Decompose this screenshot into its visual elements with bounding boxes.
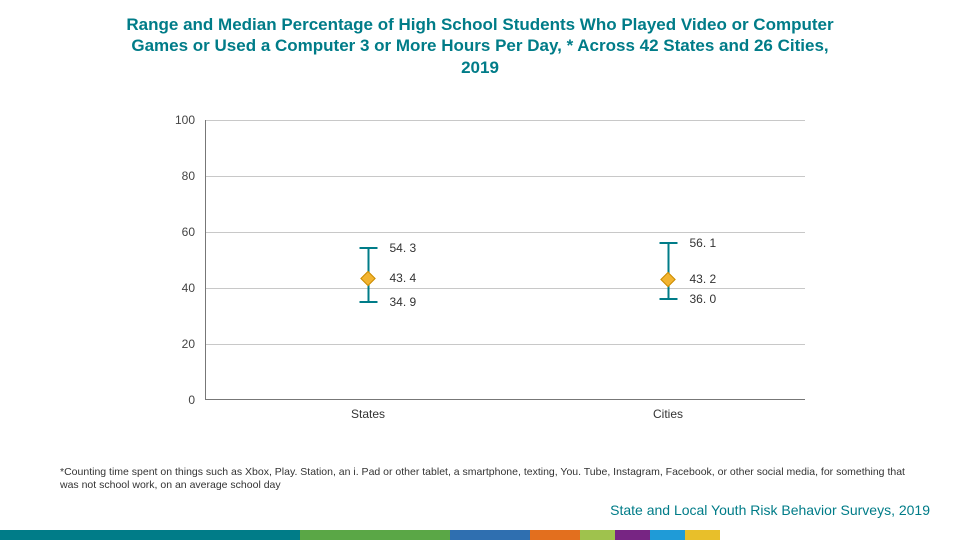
whisker-cap-low [359, 301, 377, 303]
whisker-cap-high [659, 242, 677, 244]
x-category-label: Cities [653, 407, 683, 421]
footer-segment [615, 530, 650, 540]
footer-segment [300, 530, 450, 540]
high-label: 56. 1 [690, 236, 717, 250]
x-category-label: States [351, 407, 385, 421]
chart-title: Range and Median Percentage of High Scho… [0, 14, 960, 78]
median-label: 43. 2 [690, 272, 717, 286]
y-tick-label: 80 [155, 169, 195, 183]
median-label: 43. 4 [390, 271, 417, 285]
footer-segment [450, 530, 530, 540]
plot-region: 54. 343. 434. 9States56. 143. 236. 0Citi… [205, 120, 805, 400]
whisker-cap-high [359, 247, 377, 249]
y-tick-label: 40 [155, 281, 195, 295]
y-tick-label: 100 [155, 113, 195, 127]
footer-segment [530, 530, 580, 540]
whisker-cap-low [659, 298, 677, 300]
footer-segment [650, 530, 685, 540]
gridline [206, 232, 805, 233]
median-marker [363, 273, 374, 284]
range-median-series: 54. 343. 434. 9 [368, 120, 369, 400]
footnote: *Counting time spent on things such as X… [60, 466, 920, 492]
gridline [206, 176, 805, 177]
y-tick-label: 20 [155, 337, 195, 351]
range-median-series: 56. 143. 236. 0 [668, 120, 669, 400]
source-citation: State and Local Youth Risk Behavior Surv… [610, 502, 930, 518]
footer-segment [685, 530, 720, 540]
footer-color-bar [0, 530, 720, 540]
y-tick-label: 60 [155, 225, 195, 239]
chart: 54. 343. 434. 9States56. 143. 236. 0Citi… [175, 120, 805, 400]
gridline [206, 344, 805, 345]
footer-segment [580, 530, 615, 540]
low-label: 36. 0 [690, 292, 717, 306]
median-marker [663, 274, 674, 285]
y-tick-label: 0 [155, 393, 195, 407]
low-label: 34. 9 [390, 295, 417, 309]
gridline [206, 120, 805, 121]
footer-segment [0, 530, 300, 540]
high-label: 54. 3 [390, 241, 417, 255]
gridline [206, 288, 805, 289]
